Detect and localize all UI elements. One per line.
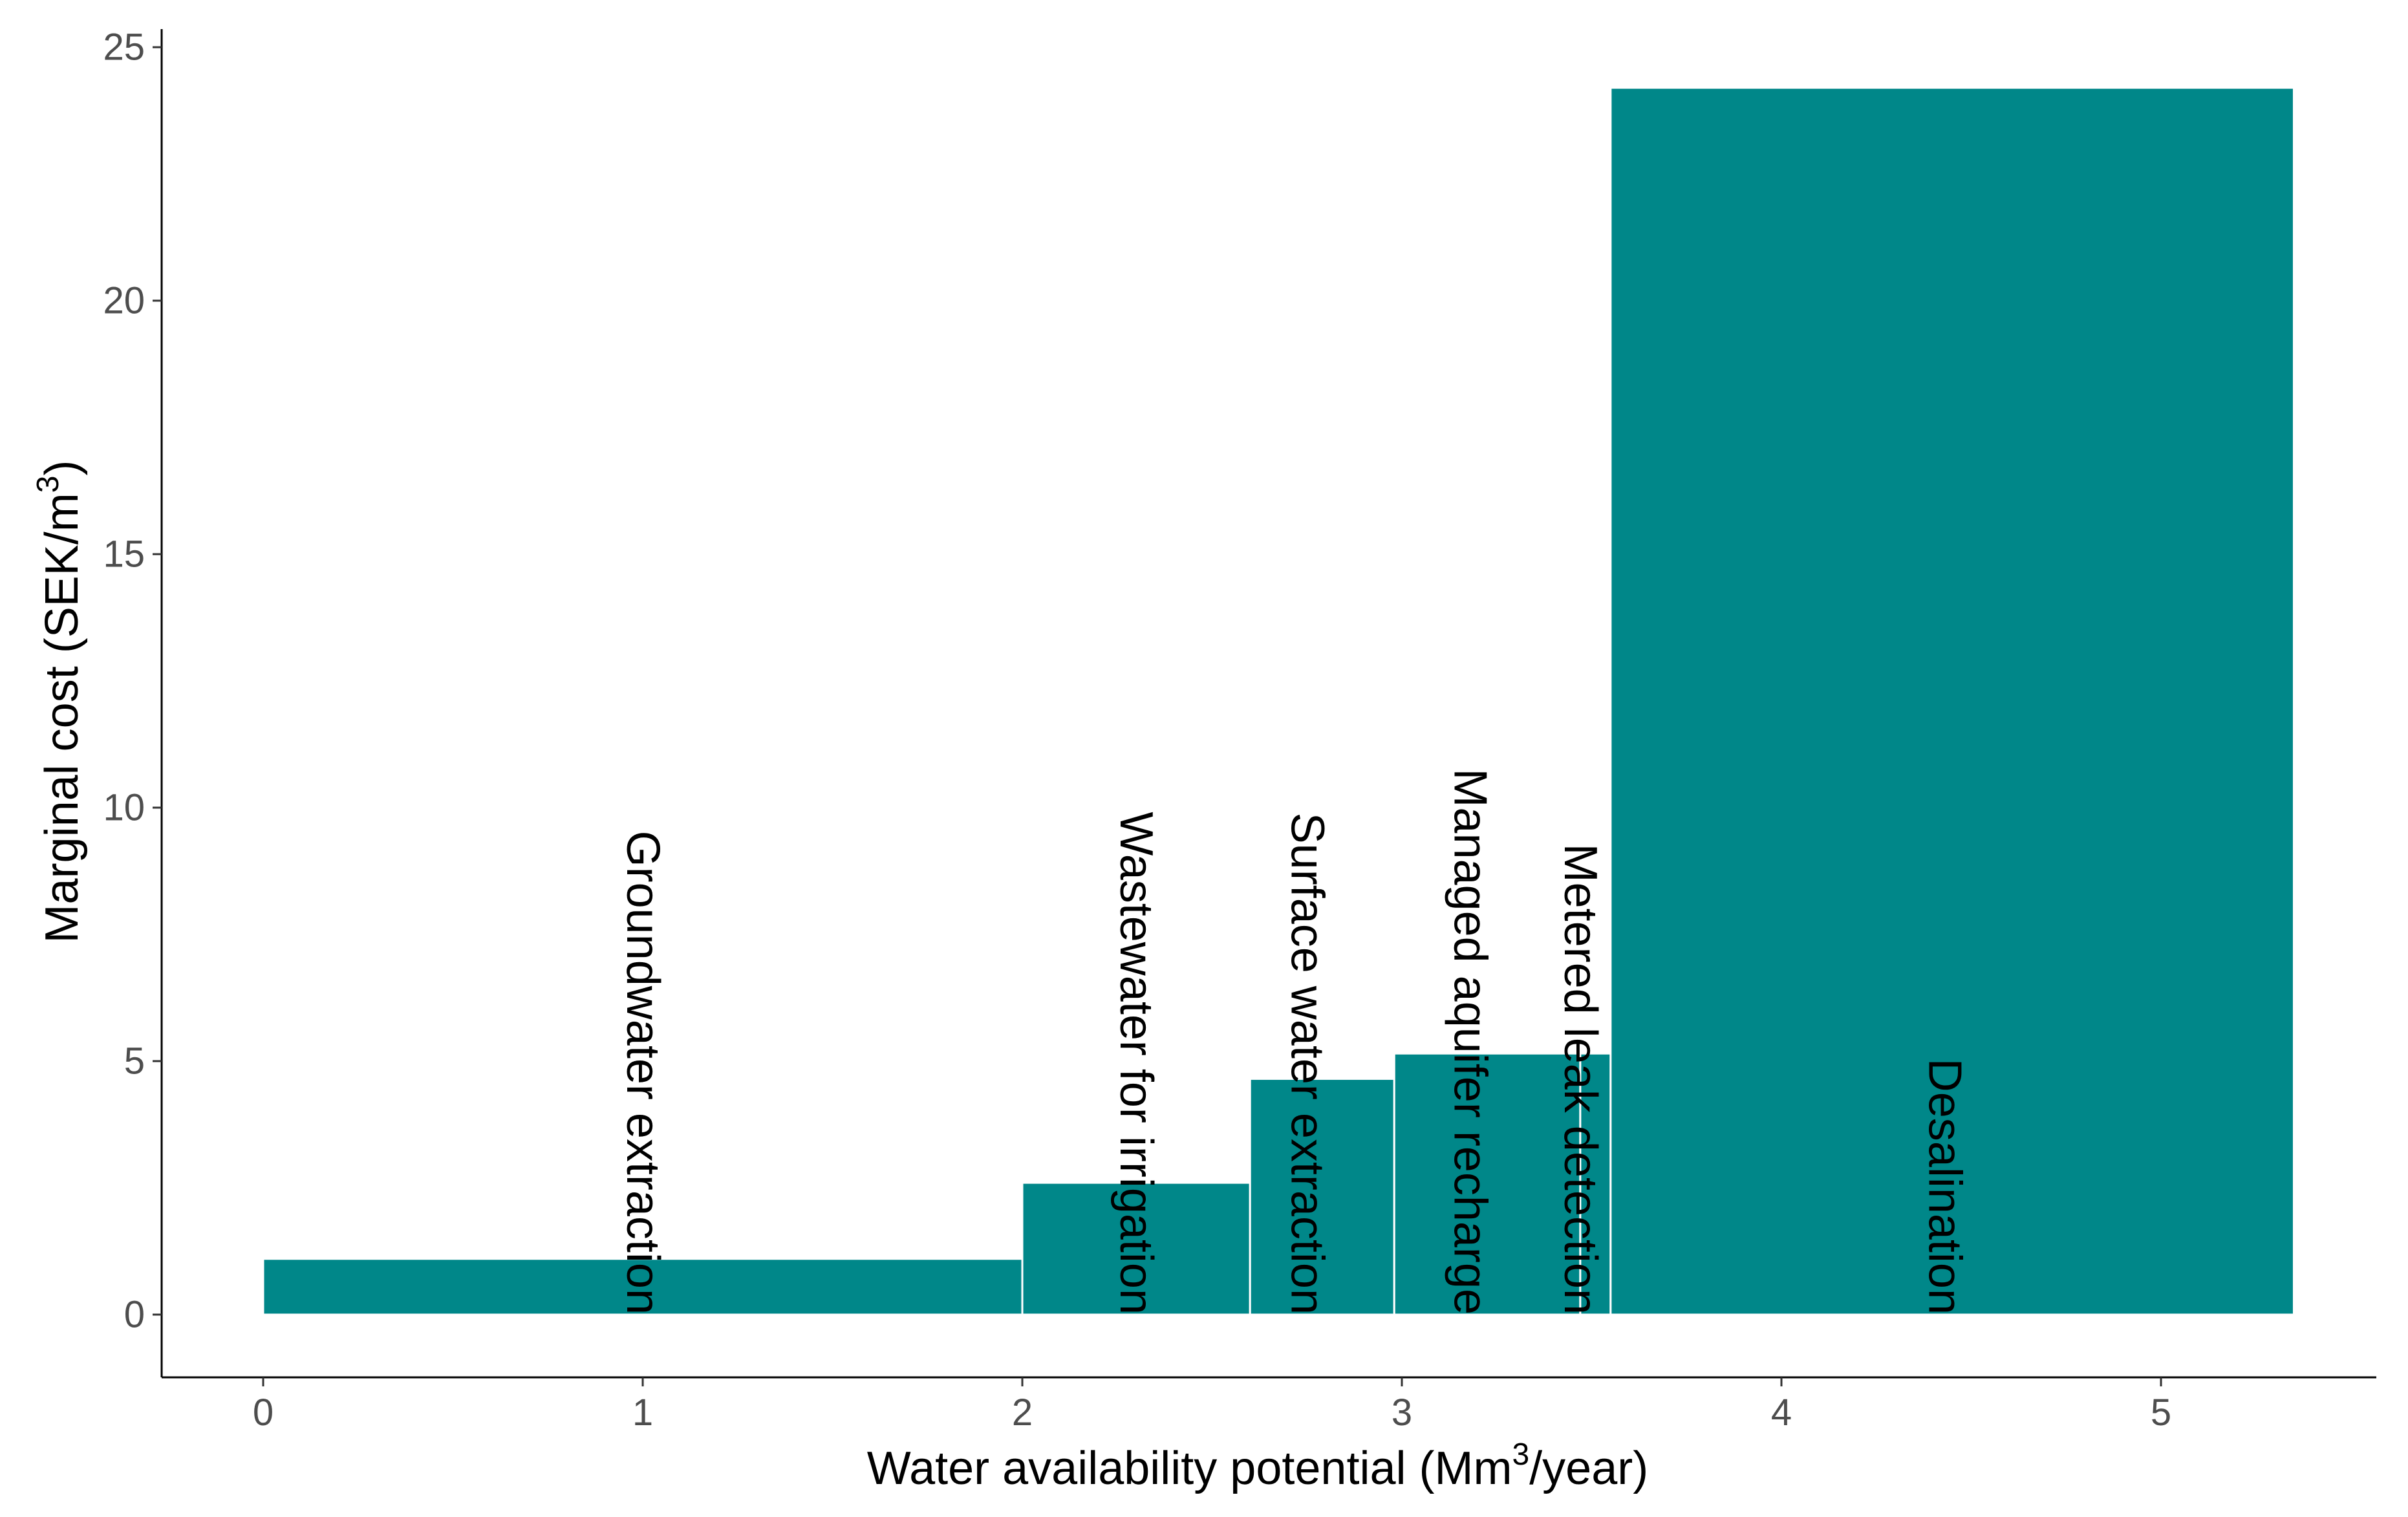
bar-label-5: Metered leak detection — [1554, 844, 1606, 1315]
x-tick-label-2: 2 — [1012, 1392, 1033, 1434]
y-tick-label-20: 20 — [103, 280, 145, 322]
y-ticks-layer: 0 5 10 15 20 25 — [103, 27, 162, 1336]
x-tick-label-0: 0 — [253, 1392, 274, 1434]
bar-4 — [1393, 1052, 1582, 1316]
y-axis-title-prefix: Marginal cost (SEK/m — [36, 493, 88, 943]
bars-layer — [262, 87, 2295, 1316]
bar-labels-layer: Groundwater extraction Wastewater for irr… — [617, 768, 1970, 1315]
x-tick-label-3: 3 — [1392, 1392, 1412, 1434]
y-tick-label-25: 25 — [103, 27, 145, 69]
y-axis-title-superscript: 3 — [31, 476, 65, 493]
bar-label-1: Groundwater extraction — [617, 831, 669, 1315]
bar-5 — [1579, 1052, 1612, 1316]
bar-label-4: Managed aquifer recharge — [1445, 768, 1496, 1315]
x-axis-title-suffix: /year) — [1529, 1443, 1648, 1494]
bar-6 — [1609, 87, 2295, 1316]
bar-1 — [262, 1258, 1024, 1316]
x-axis-title: Water availability potential (Mm3/year) — [867, 1437, 1648, 1494]
y-tick-label-0: 0 — [124, 1294, 145, 1336]
bar-2 — [1021, 1181, 1251, 1316]
x-tick-label-1: 1 — [632, 1392, 653, 1434]
bar-label-6: Desalination — [1919, 1059, 1970, 1315]
y-axis-title-suffix: ) — [36, 460, 88, 476]
y-tick-label-10: 10 — [103, 787, 145, 829]
axes-layer — [160, 29, 2376, 1379]
x-axis-title-prefix: Water availability potential (Mm — [867, 1443, 1512, 1494]
x-ticks-layer: 0 1 2 3 4 5 — [253, 1377, 2171, 1434]
x-axis-title-superscript: 3 — [1512, 1437, 1529, 1472]
y-tick-label-5: 5 — [124, 1040, 145, 1082]
x-tick-label-4: 4 — [1771, 1392, 1792, 1434]
y-tick-label-15: 15 — [103, 533, 145, 576]
bar-label-2: Wastewater for irrigation — [1110, 812, 1162, 1315]
bar-label-3: Surface water extraction — [1281, 813, 1333, 1315]
x-tick-label-5: 5 — [2151, 1392, 2171, 1434]
y-axis-title: Marginal cost (SEK/m3) — [31, 460, 88, 943]
bar-3 — [1249, 1077, 1395, 1316]
